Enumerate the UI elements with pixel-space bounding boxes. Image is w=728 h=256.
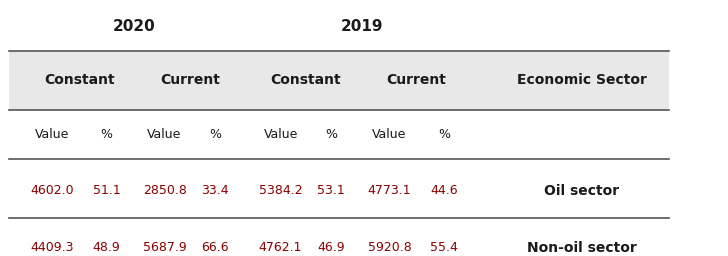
Text: Economic Sector: Economic Sector [517, 73, 646, 87]
Text: 66.6: 66.6 [202, 241, 229, 254]
Text: 4602.0: 4602.0 [31, 185, 74, 197]
Text: 53.1: 53.1 [317, 185, 345, 197]
Text: %: % [325, 128, 337, 141]
Text: 4773.1: 4773.1 [368, 185, 411, 197]
Text: 2020: 2020 [112, 18, 155, 34]
Text: Value: Value [147, 128, 182, 141]
Text: Value: Value [372, 128, 406, 141]
Text: Oil sector: Oil sector [544, 184, 619, 198]
Bar [9, 51, 668, 110]
Text: Current: Current [387, 73, 446, 87]
Text: 51.1: 51.1 [92, 185, 120, 197]
Text: 44.6: 44.6 [430, 185, 458, 197]
Text: Current: Current [160, 73, 220, 87]
Text: Constant: Constant [44, 73, 115, 87]
Text: %: % [438, 128, 450, 141]
Text: 33.4: 33.4 [202, 185, 229, 197]
Text: 4409.3: 4409.3 [31, 241, 74, 254]
Text: Value: Value [35, 128, 69, 141]
Text: Value: Value [264, 128, 298, 141]
Text: 55.4: 55.4 [430, 241, 458, 254]
Text: 5687.9: 5687.9 [143, 241, 186, 254]
Text: 2019: 2019 [341, 18, 384, 34]
Text: %: % [100, 128, 113, 141]
Text: Constant: Constant [271, 73, 341, 87]
Text: 46.9: 46.9 [317, 241, 345, 254]
Text: %: % [210, 128, 221, 141]
Text: 5384.2: 5384.2 [258, 185, 302, 197]
Text: 48.9: 48.9 [92, 241, 120, 254]
Text: 5920.8: 5920.8 [368, 241, 411, 254]
Text: 2850.8: 2850.8 [143, 185, 186, 197]
Text: 4762.1: 4762.1 [259, 241, 302, 254]
Text: Non-oil sector: Non-oil sector [526, 241, 636, 255]
